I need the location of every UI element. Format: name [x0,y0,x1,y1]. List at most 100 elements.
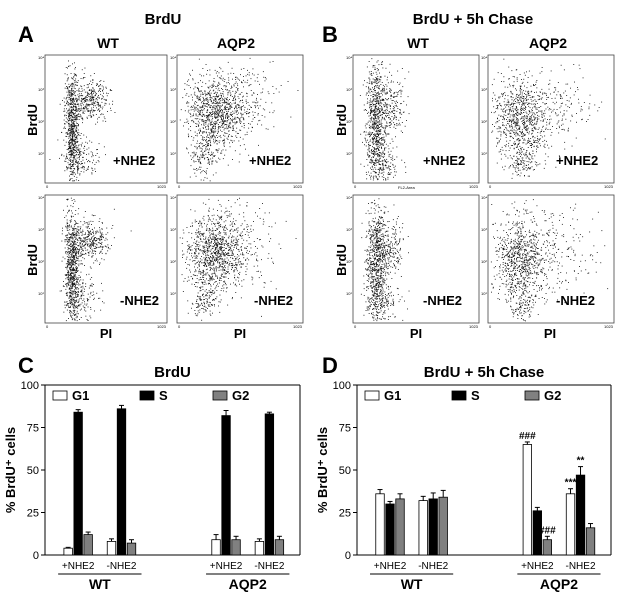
flow-dots-a-wt-plus [49,60,116,182]
bar-g1-2 [522,444,532,556]
flow-fl2-label: FL2-Area [398,185,415,190]
legend-swatch-g1 [364,390,380,401]
flow-x-max-tick: 1023 [469,184,479,189]
panel-b-col-aqp2: AQP2 [529,35,567,51]
flow-row-label-b-wt-plus: +NHE2 [423,153,465,168]
group-label-1: AQP2 [540,576,578,592]
legend-label-g2: G2 [232,388,249,403]
flow-plot-a-aqp2-plus [176,54,304,184]
category-label-1: -NHE2 [106,561,136,572]
legend-label-s: S [471,388,480,403]
category-label-2: +NHE2 [210,561,243,572]
y-tick-label: 100 [21,380,39,392]
flow-row-label-b-aqp2-plus: +NHE2 [556,153,598,168]
flow-x-zero-tick: 0 [46,324,49,329]
bar-s-2 [221,415,231,556]
flow-plot-b-aqp2-minus [487,194,615,324]
bar-s-0 [73,411,83,556]
group-label-1: AQP2 [229,576,267,592]
flow-dots-b-wt-minus [360,198,410,322]
flow-dots-b-wt-plus [359,58,410,181]
flow-dots-a-wt-minus [59,197,132,322]
flow-y-tick: 10³ [170,87,176,92]
flow-y-tick: 10⁴ [346,195,352,200]
chart-title: BrdU + 5h Chase [424,364,544,381]
y-tick-label: 25 [339,508,351,520]
bar-g1-0 [63,547,73,556]
bar-chart-c: BrdU 0 25 50 75 100 % BrdU⁺ cells G1 S G2 +NHE2 -NH… [3,364,301,592]
legend-swatch-g2 [524,390,540,401]
group-label-0: WT [401,576,423,592]
y-tick-label: 50 [27,465,39,477]
flow-x-max-tick: 1023 [293,324,303,329]
flow-y-tick: 10⁴ [170,55,176,60]
flow-y-tick: 10³ [481,87,487,92]
flow-y-tick: 10² [170,259,176,264]
flow-xlabel-a-wt: PI [100,326,112,341]
flow-y-tick: 10⁴ [170,195,176,200]
flow-y-tick: 10¹ [170,151,176,156]
flow-y-tick: 10⁴ [481,195,487,200]
bar-g1-0 [375,493,385,556]
flow-plot-b-aqp2-plus [487,54,615,184]
significance-label-0: ### [519,431,536,442]
bar-g2-0 [83,534,93,556]
category-label-1: -NHE2 [418,561,448,572]
category-label-3: -NHE2 [254,561,284,572]
flow-y-tick: 10³ [481,227,487,232]
flow-row-label-a-aqp2-minus: -NHE2 [254,293,293,308]
bar-g2-3 [274,539,285,556]
legend-swatch-s [139,390,155,401]
flow-xlabel-b-wt: PI [410,326,422,341]
bar-g2-0 [395,498,405,556]
flow-x-max-tick: 1023 [604,324,614,329]
flow-y-tick: 10¹ [170,291,176,296]
flow-y-tick: 10³ [346,227,352,232]
flow-ylabel-a-bottom: BrdU [25,244,40,276]
panel-letter-a: A [18,22,34,47]
y-axis-label: % BrdU⁺ cells [315,427,330,513]
flow-y-tick: 10⁴ [38,195,44,200]
flow-plot-b-wt-plus [352,54,480,184]
flow-x-zero-tick: 0 [46,184,49,189]
flow-ylabel-b-bottom: BrdU [334,244,349,276]
legend-label-s: S [159,388,168,403]
bar-g1-3 [565,493,576,556]
flow-y-tick: 10² [481,119,487,124]
flow-dots-b-aqp2-minus [490,199,609,322]
flow-y-tick: 10² [481,259,487,264]
bar-g1-3 [254,541,265,556]
flow-y-tick: 10² [38,119,44,124]
bar-s-1 [116,408,127,556]
bar-s-3 [264,413,275,556]
flow-x-max-tick: 1023 [157,324,167,329]
flow-dots-a-aqp2-plus [179,57,299,182]
flow-ylabel-a-top: BrdU [25,104,40,136]
group-label-0: WT [89,576,111,592]
flow-dots-a-aqp2-minus [179,197,297,321]
legend-label-g1: G1 [72,388,89,403]
flow-x-zero-tick: 0 [178,324,181,329]
flow-cytometry-plots: 0 1023 10¹ 10² 10³ 10⁴ 0 1023 10¹ 10² 10³ 10⁴ 0 1023 1… [38,54,615,329]
flow-x-max-tick: 1023 [604,184,614,189]
significance-label-2: *** [565,478,577,489]
flow-y-tick: 10³ [170,227,176,232]
flow-xlabel-b-aqp2: PI [544,326,556,341]
significance-label-1: ### [539,525,556,536]
flow-row-label-a-wt-plus: +NHE2 [113,153,155,168]
flow-row-label-a-aqp2-plus: +NHE2 [249,153,291,168]
panel-b-col-wt: WT [407,35,429,51]
significance-label-3: ** [577,456,585,467]
y-tick-label: 0 [33,550,39,562]
flow-y-tick: 10⁴ [481,55,487,60]
flow-x-zero-tick: 0 [489,184,492,189]
flow-plot-a-wt-minus [44,194,168,324]
flow-ylabel-b-top: BrdU [334,104,349,136]
flow-x-max-tick: 1023 [157,184,167,189]
flow-y-tick: 10² [38,259,44,264]
bar-s-1 [428,498,438,556]
bar-g2-1 [126,542,137,556]
flow-y-tick: 10³ [346,87,352,92]
panel-a-col-aqp2: AQP2 [217,35,255,51]
